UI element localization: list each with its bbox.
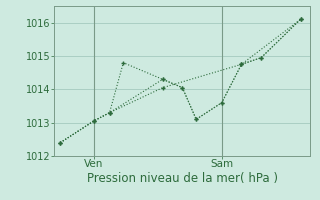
X-axis label: Pression niveau de la mer( hPa ): Pression niveau de la mer( hPa ) (87, 172, 278, 185)
